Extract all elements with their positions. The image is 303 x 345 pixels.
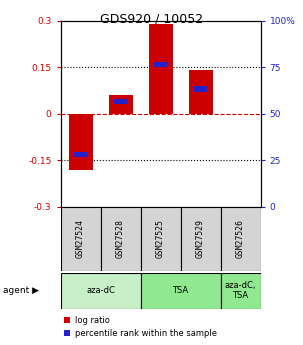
Bar: [194, 86, 207, 92]
Bar: [68, 114, 93, 170]
Bar: [141, 273, 221, 309]
Text: percentile rank within the sample: percentile rank within the sample: [75, 329, 217, 338]
Text: aza-dC: aza-dC: [86, 286, 115, 295]
Bar: [61, 273, 141, 309]
Text: TSA: TSA: [172, 286, 189, 295]
Bar: [154, 61, 167, 67]
Bar: [141, 207, 181, 271]
Text: GSM27524: GSM27524: [76, 219, 85, 258]
Bar: [74, 151, 87, 157]
Text: GSM27525: GSM27525: [156, 219, 165, 258]
Bar: [114, 99, 127, 104]
Bar: [61, 207, 101, 271]
Bar: [148, 24, 173, 114]
Bar: [188, 70, 213, 114]
Text: agent ▶: agent ▶: [3, 286, 39, 295]
Bar: [221, 273, 261, 309]
Text: GSM27528: GSM27528: [116, 219, 125, 258]
Text: aza-dC,
TSA: aza-dC, TSA: [225, 281, 256, 300]
Bar: [181, 207, 221, 271]
Text: log ratio: log ratio: [75, 316, 110, 325]
Bar: [101, 207, 141, 271]
Bar: [221, 207, 261, 271]
Text: GDS920 / 10052: GDS920 / 10052: [100, 12, 203, 25]
Bar: [108, 95, 133, 114]
Text: GSM27529: GSM27529: [196, 219, 205, 258]
Text: GSM27526: GSM27526: [236, 219, 245, 258]
